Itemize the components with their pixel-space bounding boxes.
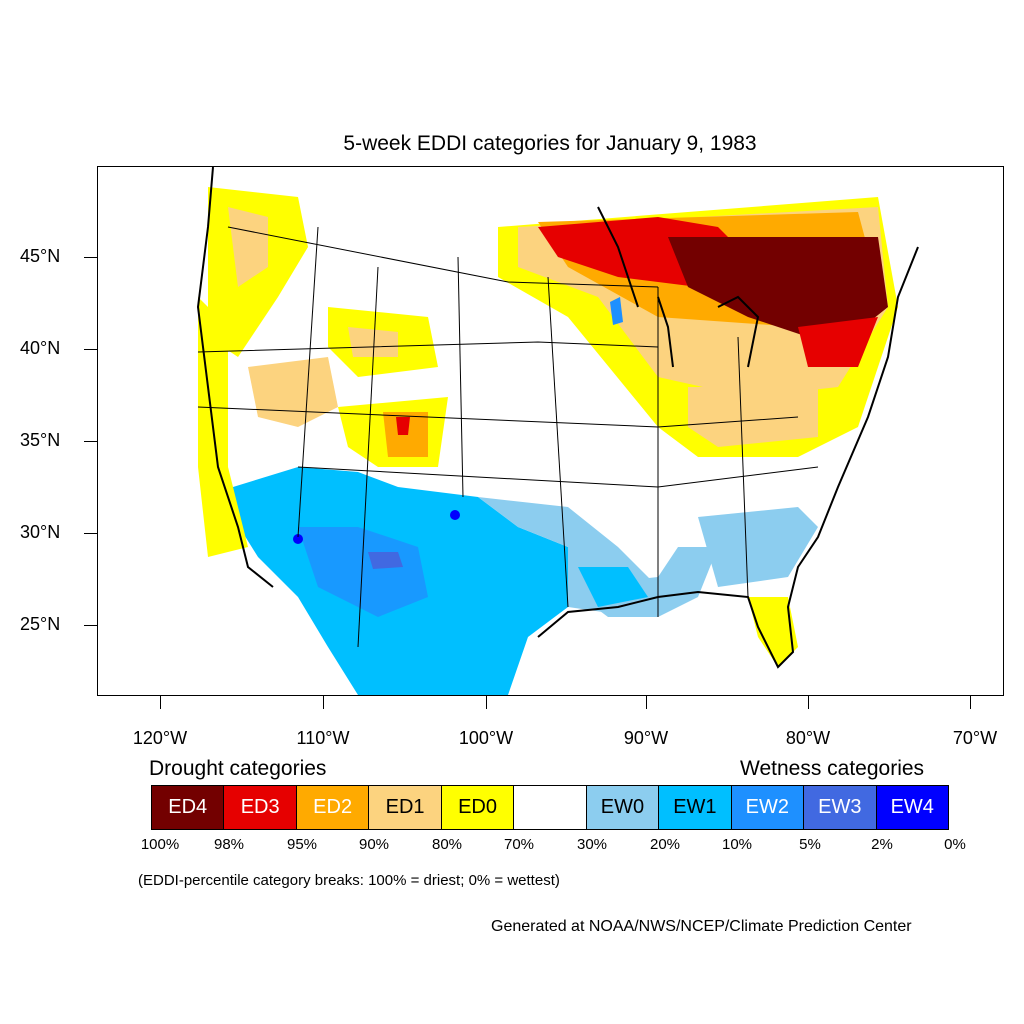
lon-label-80: 80°W bbox=[785, 728, 831, 748]
dry-region-ohio-valley-ed1 bbox=[688, 387, 818, 447]
dry-region-coast bbox=[198, 297, 248, 557]
lat-label-40: 40°N bbox=[20, 338, 61, 358]
legend-break-20: 20% bbox=[649, 836, 681, 853]
legend-box-ed0: ED0 bbox=[441, 786, 515, 829]
lon-tick-110 bbox=[323, 696, 324, 709]
lon-tick-80 bbox=[808, 696, 809, 709]
lon-label-70: 70°W bbox=[952, 728, 998, 748]
state-boundaries bbox=[197, 226, 819, 648]
legend-box-ew1: EW1 bbox=[659, 786, 732, 829]
legend-box-neutral bbox=[514, 786, 587, 829]
wet-region-gulf-ew1 bbox=[578, 567, 648, 607]
wet-region-ew3-1 bbox=[368, 552, 403, 569]
lat-tick-35 bbox=[84, 441, 97, 442]
legend-break-90: 90% bbox=[358, 836, 390, 853]
dry-region-colorado-ed3 bbox=[396, 417, 410, 435]
lon-label-90: 90°W bbox=[623, 728, 669, 748]
credit-line: Generated at NOAA/NWS/NCEP/Climate Predi… bbox=[491, 918, 912, 935]
legend-box-ew3: EW3 bbox=[804, 786, 877, 829]
lon-label-100: 100°W bbox=[458, 728, 514, 748]
wet-spot-lake-michigan bbox=[610, 297, 623, 325]
wet-spot-ew4-2 bbox=[450, 510, 460, 520]
legend-box-ed3: ED3 bbox=[224, 786, 297, 829]
wet-region-ew2-1 bbox=[298, 527, 428, 617]
wet-spot-ew4-1 bbox=[293, 534, 303, 544]
legend-box-ed2: ED2 bbox=[296, 786, 370, 829]
lon-tick-70 bbox=[970, 696, 971, 709]
wet-region-southeast bbox=[698, 507, 818, 587]
dry-region-northwest-ed1 bbox=[228, 207, 268, 287]
lat-tick-40 bbox=[84, 349, 97, 350]
legend-break-95: 95% bbox=[286, 836, 318, 853]
legend-box-ew4: EW4 bbox=[876, 786, 948, 829]
dry-region-quebec-ed4 bbox=[668, 237, 888, 347]
eddi-map bbox=[97, 166, 1004, 696]
map-title: 5-week EDDI categories for January 9, 19… bbox=[343, 132, 757, 155]
legend-break-80: 80% bbox=[431, 836, 463, 853]
eddi-map-canvas bbox=[196, 167, 919, 695]
legend-box-ew0: EW0 bbox=[586, 786, 660, 829]
legend-break-70: 70% bbox=[503, 836, 535, 853]
legend-break-98: 98% bbox=[213, 836, 245, 853]
legend-break-10: 10% bbox=[721, 836, 753, 853]
dry-region-wyoming-ed1 bbox=[348, 327, 398, 357]
legend-colorbar: ED4 ED3 ED2 ED1 ED0 EW0 EW1 EW2 EW3 EW4 bbox=[151, 785, 949, 830]
wetness-heading: Wetness categories bbox=[740, 757, 925, 780]
legend-box-ew2: EW2 bbox=[731, 786, 805, 829]
lat-tick-45 bbox=[84, 257, 97, 258]
legend-box-ed4: ED4 bbox=[152, 786, 225, 829]
legend-break-100: 100% bbox=[140, 836, 180, 853]
legend-break-30: 30% bbox=[576, 836, 608, 853]
dry-region-florida bbox=[748, 597, 798, 667]
drought-heading: Drought categories bbox=[149, 757, 327, 780]
lon-label-120: 120°W bbox=[132, 728, 188, 748]
lon-tick-90 bbox=[646, 696, 647, 709]
lon-tick-100 bbox=[486, 696, 487, 709]
legend-break-0: 0% bbox=[944, 836, 966, 853]
dry-region-great-basin bbox=[248, 357, 338, 427]
lon-label-110: 110°W bbox=[296, 728, 350, 748]
coastlines bbox=[196, 167, 919, 669]
lat-label-30: 30°N bbox=[20, 522, 61, 542]
lat-label-35: 35°N bbox=[20, 430, 61, 450]
legend-box-ed1: ED1 bbox=[369, 786, 442, 829]
dry-region-northeast-ed3 bbox=[798, 317, 878, 367]
legend-note: (EDDI-percentile category breaks: 100% =… bbox=[138, 872, 560, 889]
legend-break-5: 5% bbox=[799, 836, 821, 853]
legend-break-2: 2% bbox=[871, 836, 893, 853]
lat-tick-25 bbox=[84, 625, 97, 626]
lat-label-45: 45°N bbox=[20, 246, 61, 266]
lat-tick-30 bbox=[84, 533, 97, 534]
lon-tick-120 bbox=[160, 696, 161, 709]
lat-label-25: 25°N bbox=[20, 614, 61, 634]
